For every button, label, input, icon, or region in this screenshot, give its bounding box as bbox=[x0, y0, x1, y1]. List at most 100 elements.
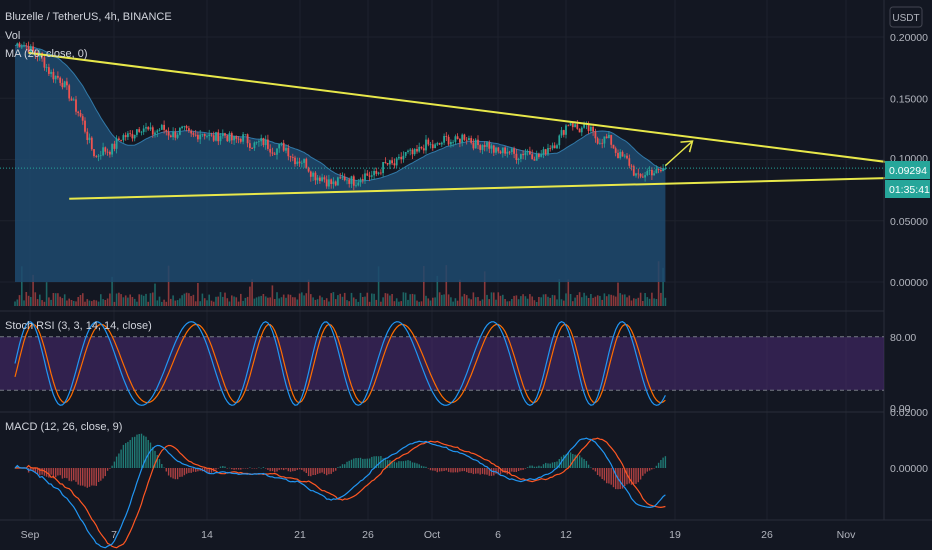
candle-body bbox=[364, 173, 366, 181]
candle-body bbox=[626, 155, 628, 159]
macd-legend[interactable]: MACD (12, 26, close, 9) bbox=[5, 421, 122, 433]
macd-histogram-bar bbox=[176, 468, 179, 480]
macd-histogram-bar bbox=[542, 464, 545, 468]
volume-bar bbox=[66, 300, 68, 306]
volume-bar bbox=[427, 298, 430, 306]
macd-histogram-bar bbox=[190, 468, 192, 473]
trendlines[interactable] bbox=[28, 51, 896, 200]
macd-histogram-bar bbox=[585, 460, 588, 468]
macd-histogram-bar bbox=[615, 468, 617, 490]
time-tick-label: 12 bbox=[560, 529, 572, 541]
candle-body bbox=[102, 147, 104, 156]
macd-histogram-bar bbox=[375, 456, 377, 468]
candle-body bbox=[32, 46, 34, 52]
macd-histogram-bar bbox=[657, 462, 660, 468]
projection-arrow[interactable] bbox=[664, 140, 694, 167]
candle-body bbox=[447, 136, 450, 145]
macd-histogram-bar bbox=[305, 468, 307, 473]
macd-histogram-bar bbox=[470, 468, 472, 474]
macd-histogram-bar bbox=[565, 454, 567, 468]
candle-body bbox=[621, 151, 624, 157]
macd-histogram-bar bbox=[292, 468, 294, 472]
macd-histogram-bar bbox=[355, 458, 357, 468]
macd-pane[interactable] bbox=[14, 433, 667, 549]
macd-histogram-bar bbox=[594, 468, 597, 472]
candle-body bbox=[90, 137, 93, 150]
candle-body bbox=[303, 158, 305, 163]
volume-bar bbox=[264, 296, 267, 306]
volume-bar bbox=[660, 292, 662, 306]
macd-histogram-bar bbox=[653, 468, 655, 469]
volume-bar bbox=[276, 292, 278, 306]
volume-bar bbox=[441, 294, 443, 306]
volume-bar bbox=[483, 271, 486, 306]
candle-body bbox=[174, 131, 177, 138]
macd-histogram-bar bbox=[513, 468, 515, 472]
ma-legend[interactable]: MA (20, close, 0) bbox=[5, 48, 88, 60]
macd-histogram-bar bbox=[558, 459, 560, 468]
candle-body bbox=[136, 129, 138, 135]
macd-histogram-bar bbox=[517, 468, 520, 471]
candle-body bbox=[27, 46, 30, 53]
badge-countdown-text: 01:35:41 bbox=[889, 184, 930, 196]
macd-histogram-bar bbox=[91, 468, 93, 486]
volume-bar bbox=[359, 292, 362, 306]
volume-bar bbox=[567, 279, 570, 306]
candle-body bbox=[253, 142, 256, 149]
macd-histogram-bar bbox=[253, 468, 256, 469]
candle-body bbox=[208, 134, 211, 136]
candle-body bbox=[443, 136, 445, 143]
volume-bar bbox=[14, 301, 16, 306]
currency-button[interactable]: USDT bbox=[889, 6, 923, 28]
candle-body bbox=[278, 144, 281, 149]
stoch-rsi-legend[interactable]: Stoch RSI (3, 3, 14, 14, close) bbox=[5, 320, 152, 332]
volume-bar bbox=[605, 296, 608, 306]
time-tick-label: 21 bbox=[294, 529, 306, 541]
macd-histogram-bar bbox=[64, 468, 66, 478]
macd-histogram-bar bbox=[267, 468, 269, 470]
candle-body bbox=[470, 138, 473, 143]
candle-body bbox=[339, 177, 342, 179]
macd-histogram-bar bbox=[55, 468, 57, 478]
volume-bar bbox=[217, 296, 219, 306]
volume-bar bbox=[45, 282, 48, 306]
volume-bar bbox=[176, 300, 179, 306]
macd-histogram-bar bbox=[289, 468, 292, 472]
candle-body bbox=[127, 133, 129, 138]
time-axis[interactable]: Sep 7 14 21 26 Oct 6 12 19 26 Nov bbox=[21, 529, 856, 541]
macd-histogram-bar bbox=[398, 461, 400, 468]
macd-histogram-bar bbox=[167, 468, 170, 476]
volume-bar bbox=[72, 301, 75, 306]
candle-body bbox=[542, 149, 545, 155]
candle-body bbox=[515, 153, 518, 160]
macd-histogram-bar bbox=[646, 468, 648, 472]
volume-bar bbox=[170, 298, 172, 306]
volume-bar bbox=[596, 295, 599, 306]
macd-histogram-bar bbox=[271, 468, 274, 472]
vol-legend[interactable]: Vol bbox=[5, 30, 20, 42]
stoch-rsi-pane[interactable] bbox=[0, 321, 884, 406]
macd-histogram-bar bbox=[405, 460, 407, 468]
candle-body bbox=[319, 177, 321, 181]
macd-histogram-bar bbox=[522, 468, 524, 470]
candle-body bbox=[348, 179, 351, 184]
symbol-title[interactable]: Bluzelle / TetherUS, 4h, BINANCE bbox=[5, 11, 172, 23]
candle-body bbox=[142, 128, 145, 132]
macd-histogram-bar bbox=[95, 468, 97, 486]
volume-bar bbox=[70, 300, 73, 306]
macd-histogram-bar bbox=[456, 468, 459, 473]
candle-body bbox=[156, 130, 159, 133]
volume-bar bbox=[282, 294, 285, 306]
volume-bar bbox=[292, 297, 294, 306]
candle-body bbox=[36, 54, 39, 57]
macd-histogram-bar bbox=[326, 468, 328, 476]
volume-bar bbox=[653, 298, 655, 306]
candle-body bbox=[440, 142, 443, 145]
candle-body bbox=[540, 154, 543, 157]
candle-body bbox=[145, 127, 147, 129]
volume-bar bbox=[21, 266, 23, 306]
candle-body bbox=[486, 142, 488, 147]
price-tick-label: 0.05000 bbox=[890, 216, 928, 228]
